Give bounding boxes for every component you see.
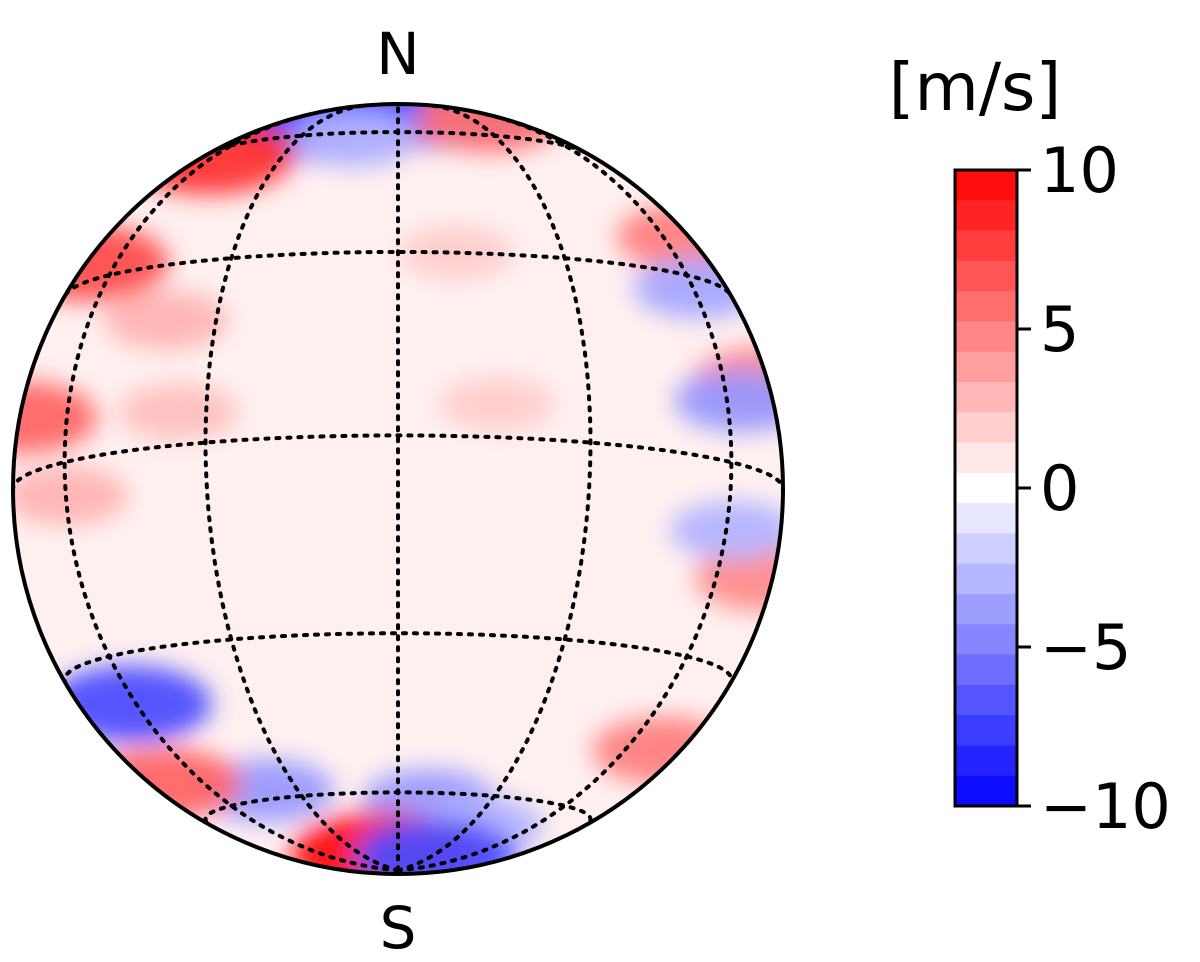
- graticule: [13, 104, 783, 873]
- colorbar-step: [955, 654, 1017, 686]
- velocity-feature: [293, 108, 418, 168]
- colorbar-step: [955, 442, 1017, 474]
- colorbar-step: [955, 412, 1017, 444]
- colorbar-tick-label: −10: [1040, 770, 1171, 843]
- colorbar-tick-label: −5: [1040, 611, 1131, 684]
- colorbar-step: [955, 200, 1017, 232]
- colorbar-step: [955, 503, 1017, 535]
- longitude-line: [396, 110, 734, 873]
- sphere-map: [11, 102, 785, 876]
- south-pole-label: S: [380, 894, 417, 962]
- colorbar-step: [955, 260, 1017, 292]
- velocity-feature: [670, 501, 783, 560]
- colorbar-step: [955, 745, 1017, 777]
- latitude-line: [13, 433, 783, 492]
- velocity-feature: [439, 377, 555, 432]
- colorbar-step: [955, 684, 1017, 716]
- velocity-feature: [87, 747, 242, 820]
- colorbar: [m/s] 10 5 0 −5 −10: [889, 49, 1171, 843]
- north-pole-label: N: [376, 20, 419, 88]
- colorbar-step: [955, 472, 1017, 504]
- velocity-feature: [354, 818, 518, 874]
- colorbar-tick-label: 10: [1040, 134, 1119, 207]
- colorbar-step: [955, 563, 1017, 595]
- colorbar-step: [955, 533, 1017, 565]
- velocity-feature: [592, 716, 737, 785]
- colorbar-step: [955, 230, 1017, 262]
- colorbar-steps: [955, 170, 1017, 807]
- latitude-line: [62, 631, 734, 686]
- velocity-feature: [48, 665, 212, 743]
- colorbar-step: [955, 382, 1017, 413]
- colorbar-step: [955, 624, 1017, 656]
- colorbar-step: [955, 321, 1017, 353]
- sphere-limb: [11, 102, 785, 876]
- longitude-line: [62, 110, 400, 873]
- sphere-background: [13, 104, 783, 874]
- velocity-feature: [118, 383, 238, 441]
- colorbar-step: [955, 351, 1017, 383]
- colorbar-step: [955, 291, 1017, 323]
- colorbar-tick-label: 5: [1040, 293, 1079, 366]
- colorbar-step: [955, 715, 1017, 747]
- colorbar-step: [955, 170, 1017, 201]
- colorbar-step: [955, 594, 1017, 625]
- colorbar-step: [955, 775, 1017, 807]
- velocity-feature: [694, 546, 783, 612]
- velocity-feature: [103, 290, 228, 350]
- colorbar-tick-label: 0: [1040, 452, 1079, 525]
- colorbar-ticks: 10 5 0 −5 −10: [1017, 134, 1171, 843]
- latitude-line: [63, 250, 733, 297]
- colorbar-unit-label: [m/s]: [889, 49, 1061, 126]
- velocity-feature: [674, 369, 783, 432]
